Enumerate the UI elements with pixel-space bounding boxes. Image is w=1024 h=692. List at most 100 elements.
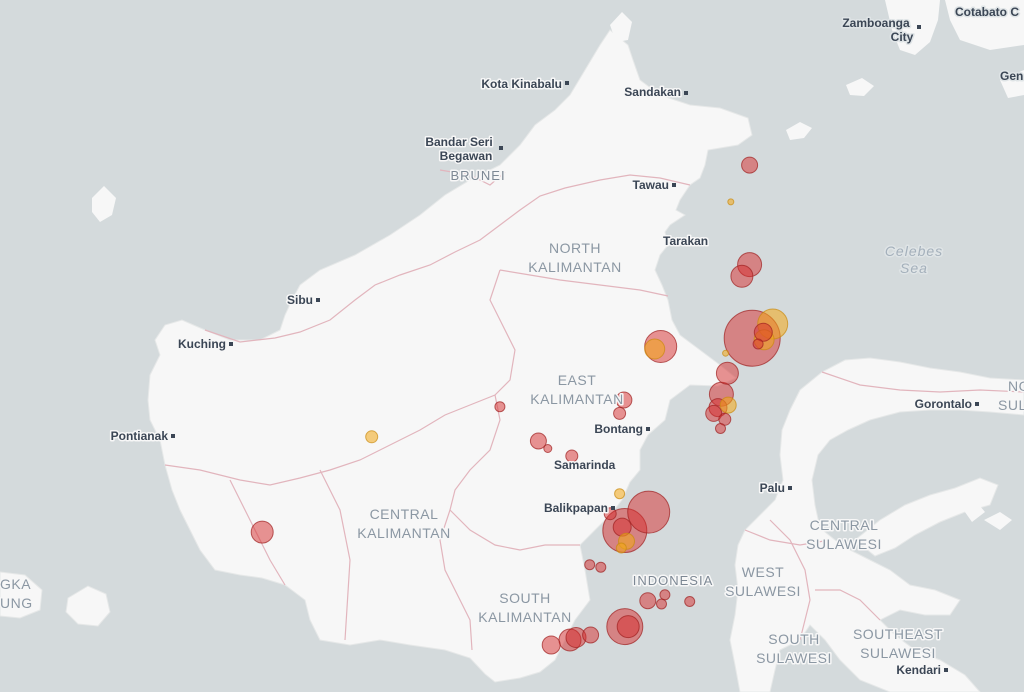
region-label-north-sulawesi-2: SUL xyxy=(998,397,1024,413)
region-label-bangka-2: UNG xyxy=(0,595,33,611)
map-marker-37[interactable] xyxy=(639,592,657,610)
city-label-kuching[interactable]: Kuching xyxy=(177,336,228,353)
map-marker-24[interactable] xyxy=(529,432,547,450)
city-label-pontianak[interactable]: Pontianak xyxy=(109,428,170,445)
land-island-1 xyxy=(92,186,116,222)
region-label-east-kalimantan-2: KALIMANTAN xyxy=(530,391,623,407)
map-marker-1[interactable] xyxy=(741,156,759,174)
region-label-central-sulawesi: CENTRAL xyxy=(810,517,879,533)
city-label-balikpapan[interactable]: Balikpapan xyxy=(542,500,609,517)
region-label-central-kalimantan-2: KALIMANTAN xyxy=(357,525,450,541)
region-label-central-kalimantan: CENTRAL xyxy=(370,506,439,522)
land-bangka xyxy=(0,571,43,619)
region-label-west-sulawesi-2: SULAWESI xyxy=(725,583,801,599)
map-marker-17[interactable] xyxy=(705,404,723,422)
city-label-palu[interactable]: Palu xyxy=(758,480,786,497)
map-marker-21[interactable] xyxy=(613,406,627,420)
city-dot-bandar-seri-begawan xyxy=(499,146,503,150)
city-label-samarinda[interactable]: Samarinda xyxy=(553,457,618,474)
city-label-gorontalo[interactable]: Gorontalo xyxy=(913,396,973,413)
region-label-bangka: GKA xyxy=(0,576,31,592)
map-marker-40[interactable] xyxy=(684,596,696,607)
map-marker-34[interactable] xyxy=(250,520,274,544)
city-label-cotabato[interactable]: Cotabato C xyxy=(954,4,1021,21)
map-marker-27[interactable] xyxy=(614,488,626,500)
map-marker-36[interactable] xyxy=(595,561,607,573)
city-dot-sibu xyxy=(316,298,320,302)
region-label-south-sulawesi: SOUTH xyxy=(768,631,820,647)
map-marker-46[interactable] xyxy=(541,635,561,655)
country-label-brunei: BRUNEI xyxy=(450,168,505,183)
land-mindanao-east xyxy=(945,0,1024,50)
map-marker-26[interactable] xyxy=(565,449,579,463)
map-marker-23[interactable] xyxy=(365,430,379,444)
city-label-sibu[interactable]: Sibu xyxy=(286,292,315,309)
region-label-south-kalimantan: SOUTH xyxy=(499,590,551,606)
city-dot-palu xyxy=(788,486,792,490)
region-label-west-sulawesi: WEST xyxy=(742,564,784,580)
map-marker-28[interactable] xyxy=(627,490,671,534)
city-dot-zamboanga xyxy=(917,25,921,29)
land-belitung xyxy=(65,585,111,627)
region-label-central-sulawesi-2: SULAWESI xyxy=(806,536,882,552)
region-label-south-kalimantan-2: KALIMANTAN xyxy=(478,609,571,625)
map-marker-2[interactable] xyxy=(727,198,735,206)
city-label-zamboanga[interactable]: Zamboanga xyxy=(841,15,912,32)
land-island-2 xyxy=(610,12,632,42)
city-dot-kendari xyxy=(944,668,948,672)
city-label-bandar-seri-begawan[interactable]: Bandar Seri xyxy=(424,134,494,151)
map-marker-19[interactable] xyxy=(715,423,726,434)
map-marker-20[interactable] xyxy=(615,391,633,409)
map-marker-35[interactable] xyxy=(584,559,596,571)
map-marker-9[interactable] xyxy=(752,338,764,350)
map-marker-43[interactable] xyxy=(582,626,600,644)
city-dot-balikpapan xyxy=(611,506,615,510)
map-marker-42[interactable] xyxy=(616,615,640,639)
city-label-gen[interactable]: Gen xyxy=(999,68,1024,85)
map-marker-12[interactable] xyxy=(722,349,730,357)
map-marker-7[interactable] xyxy=(753,322,773,342)
map-marker-4[interactable] xyxy=(730,264,754,288)
map-marker-15[interactable] xyxy=(719,396,737,414)
land-mindanao xyxy=(885,0,940,55)
city-dots xyxy=(171,25,979,672)
marker-layer xyxy=(250,156,789,655)
sea-label-celebes: Celebes xyxy=(885,243,943,259)
region-label-east-kalimantan: EAST xyxy=(558,372,597,388)
map-marker-22[interactable] xyxy=(494,401,506,413)
map-marker-39[interactable] xyxy=(659,589,671,601)
region-label-north-sulawesi: NO xyxy=(1008,378,1024,394)
map-marker-33[interactable] xyxy=(615,542,627,554)
city-label-tawau[interactable]: Tawau xyxy=(631,177,670,194)
map-marker-29[interactable] xyxy=(603,507,617,521)
map-marker-13[interactable] xyxy=(715,361,739,385)
land-island-5 xyxy=(1000,70,1024,98)
land-sulawesi xyxy=(729,357,1024,692)
city-label-tarakan[interactable]: Tarakan xyxy=(662,233,710,250)
land-borneo xyxy=(147,29,753,683)
city-label-zamboanga-2[interactable]: City xyxy=(889,29,915,46)
city-dot-bontang xyxy=(646,427,650,431)
region-label-southeast-sulawesi-2: SULAWESI xyxy=(860,645,936,661)
map-marker-38[interactable] xyxy=(656,598,667,610)
land-sulawesi-east-arm xyxy=(854,477,999,557)
map-marker-11[interactable] xyxy=(644,338,666,360)
region-label-south-sulawesi-2: SULAWESI xyxy=(756,650,832,666)
city-label-bandar-seri-begawan-2[interactable]: Begawan xyxy=(438,148,494,165)
region-label-north-kalimantan: NORTH xyxy=(549,240,601,256)
city-label-bontang[interactable]: Bontang xyxy=(593,421,645,438)
city-dot-kuching xyxy=(229,342,233,346)
land-island-3 xyxy=(846,78,874,96)
city-label-sandakan[interactable]: Sandakan xyxy=(623,84,683,101)
city-label-kota-kinabalu[interactable]: Kota Kinabalu xyxy=(480,76,564,93)
sea-label-celebes-2: Sea xyxy=(900,260,928,276)
map-marker-25[interactable] xyxy=(543,444,553,453)
land-island-4 xyxy=(786,122,812,140)
land-island-7 xyxy=(984,512,1012,530)
city-dot-sandakan xyxy=(684,91,688,95)
region-label-southeast-sulawesi: SOUTHEAST xyxy=(853,626,943,642)
city-label-kendari[interactable]: Kendari xyxy=(895,662,943,679)
city-dot-pontianak xyxy=(171,434,175,438)
